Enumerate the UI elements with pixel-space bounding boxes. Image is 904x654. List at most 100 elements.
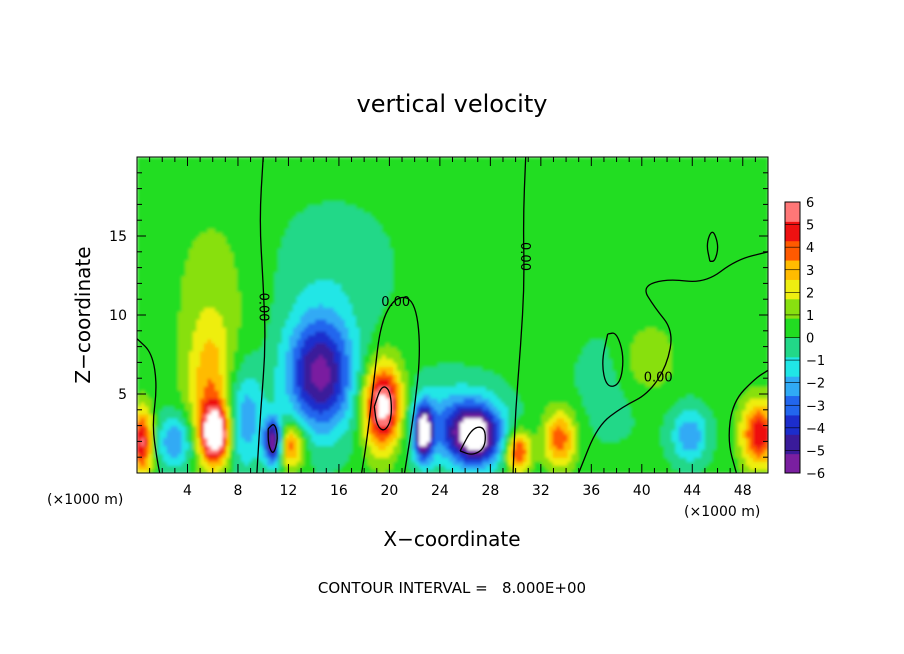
field-cell [188,449,194,454]
field-cell [515,437,521,443]
field-cell [207,433,212,439]
field-cell [237,465,242,470]
field-cell [704,449,710,454]
field-cell [229,457,235,462]
field-cell [756,465,762,470]
field-cell [704,461,710,466]
field-cell [200,461,205,466]
field-cell [255,465,261,470]
field-cell [393,465,398,470]
field-cell [400,441,405,447]
field-cell [255,437,261,443]
field-cell [485,461,491,466]
field-cell [218,457,224,462]
field-cell [188,461,194,466]
field-cell [155,445,160,450]
field-cell [660,461,665,466]
field-cell [534,457,539,462]
field-cell [330,469,335,473]
field-cell [545,433,550,439]
field-cell [574,441,580,447]
field-cell [437,437,443,443]
field-cell [159,449,164,454]
field-cell [226,449,231,454]
field-cell [177,453,183,458]
field-cell [574,437,580,443]
field-cell [760,433,765,439]
field-cell [330,453,335,458]
field-cell [200,449,205,454]
field-cell [181,457,186,462]
field-cell [207,453,212,458]
field-cell [764,457,768,462]
field-cell [485,441,491,447]
field-cell [437,461,443,466]
field-cell [274,457,279,462]
field-cell [363,461,368,466]
field-cell [207,441,212,447]
field-cell [612,445,617,450]
field-cell [667,461,673,466]
field-cell [148,469,153,473]
field-cell [649,441,654,447]
field-cell [686,441,691,447]
field-cell [177,437,183,443]
field-cell [437,441,443,447]
field-cell [389,461,394,466]
field-cell [537,465,543,470]
field-cell [730,433,736,439]
field-cell [660,433,665,439]
field-cell [690,453,695,458]
field-cell [549,437,554,443]
field-cell [567,453,572,458]
field-cell [523,449,528,454]
field-cell [552,433,558,439]
field-cell [300,433,305,439]
field-cell [712,461,717,466]
field-cell [226,457,231,462]
field-cell [322,433,327,439]
field-cell [463,461,469,466]
field-cell [144,437,149,443]
field-cell [552,437,558,443]
field-cell [452,437,457,443]
field-cell [155,437,160,443]
field-cell [307,453,313,458]
field-cell [604,437,610,443]
field-cell [552,457,558,462]
field-cell [333,429,339,435]
field-cell [177,429,183,435]
field-cell [311,457,316,462]
field-cell [586,461,591,466]
field-cell [463,469,469,473]
field-cell [370,453,376,458]
field-cell [697,453,702,458]
field-cell [523,445,528,450]
field-cell [682,449,688,454]
field-cell [237,453,242,458]
field-cell [623,469,628,473]
field-cell [493,453,498,458]
field-cell [278,461,283,466]
field-cell [433,457,439,462]
field-cell [441,461,446,466]
field-cell [727,465,732,470]
field-cell [441,441,446,447]
field-cell [233,441,238,447]
field-cell [560,457,565,462]
field-cell [348,441,353,447]
field-cell [252,453,257,458]
field-cell [181,461,186,466]
field-cell [170,453,175,458]
field-cell [400,453,405,458]
field-cell [344,433,350,439]
field-cell [701,437,706,443]
field-cell [615,433,621,439]
field-cell [326,449,331,454]
field-cell [415,445,420,450]
field-cell [274,469,279,473]
field-cell [463,453,469,458]
field-cell [218,441,224,447]
field-cell [463,457,469,462]
field-cell [474,453,480,458]
